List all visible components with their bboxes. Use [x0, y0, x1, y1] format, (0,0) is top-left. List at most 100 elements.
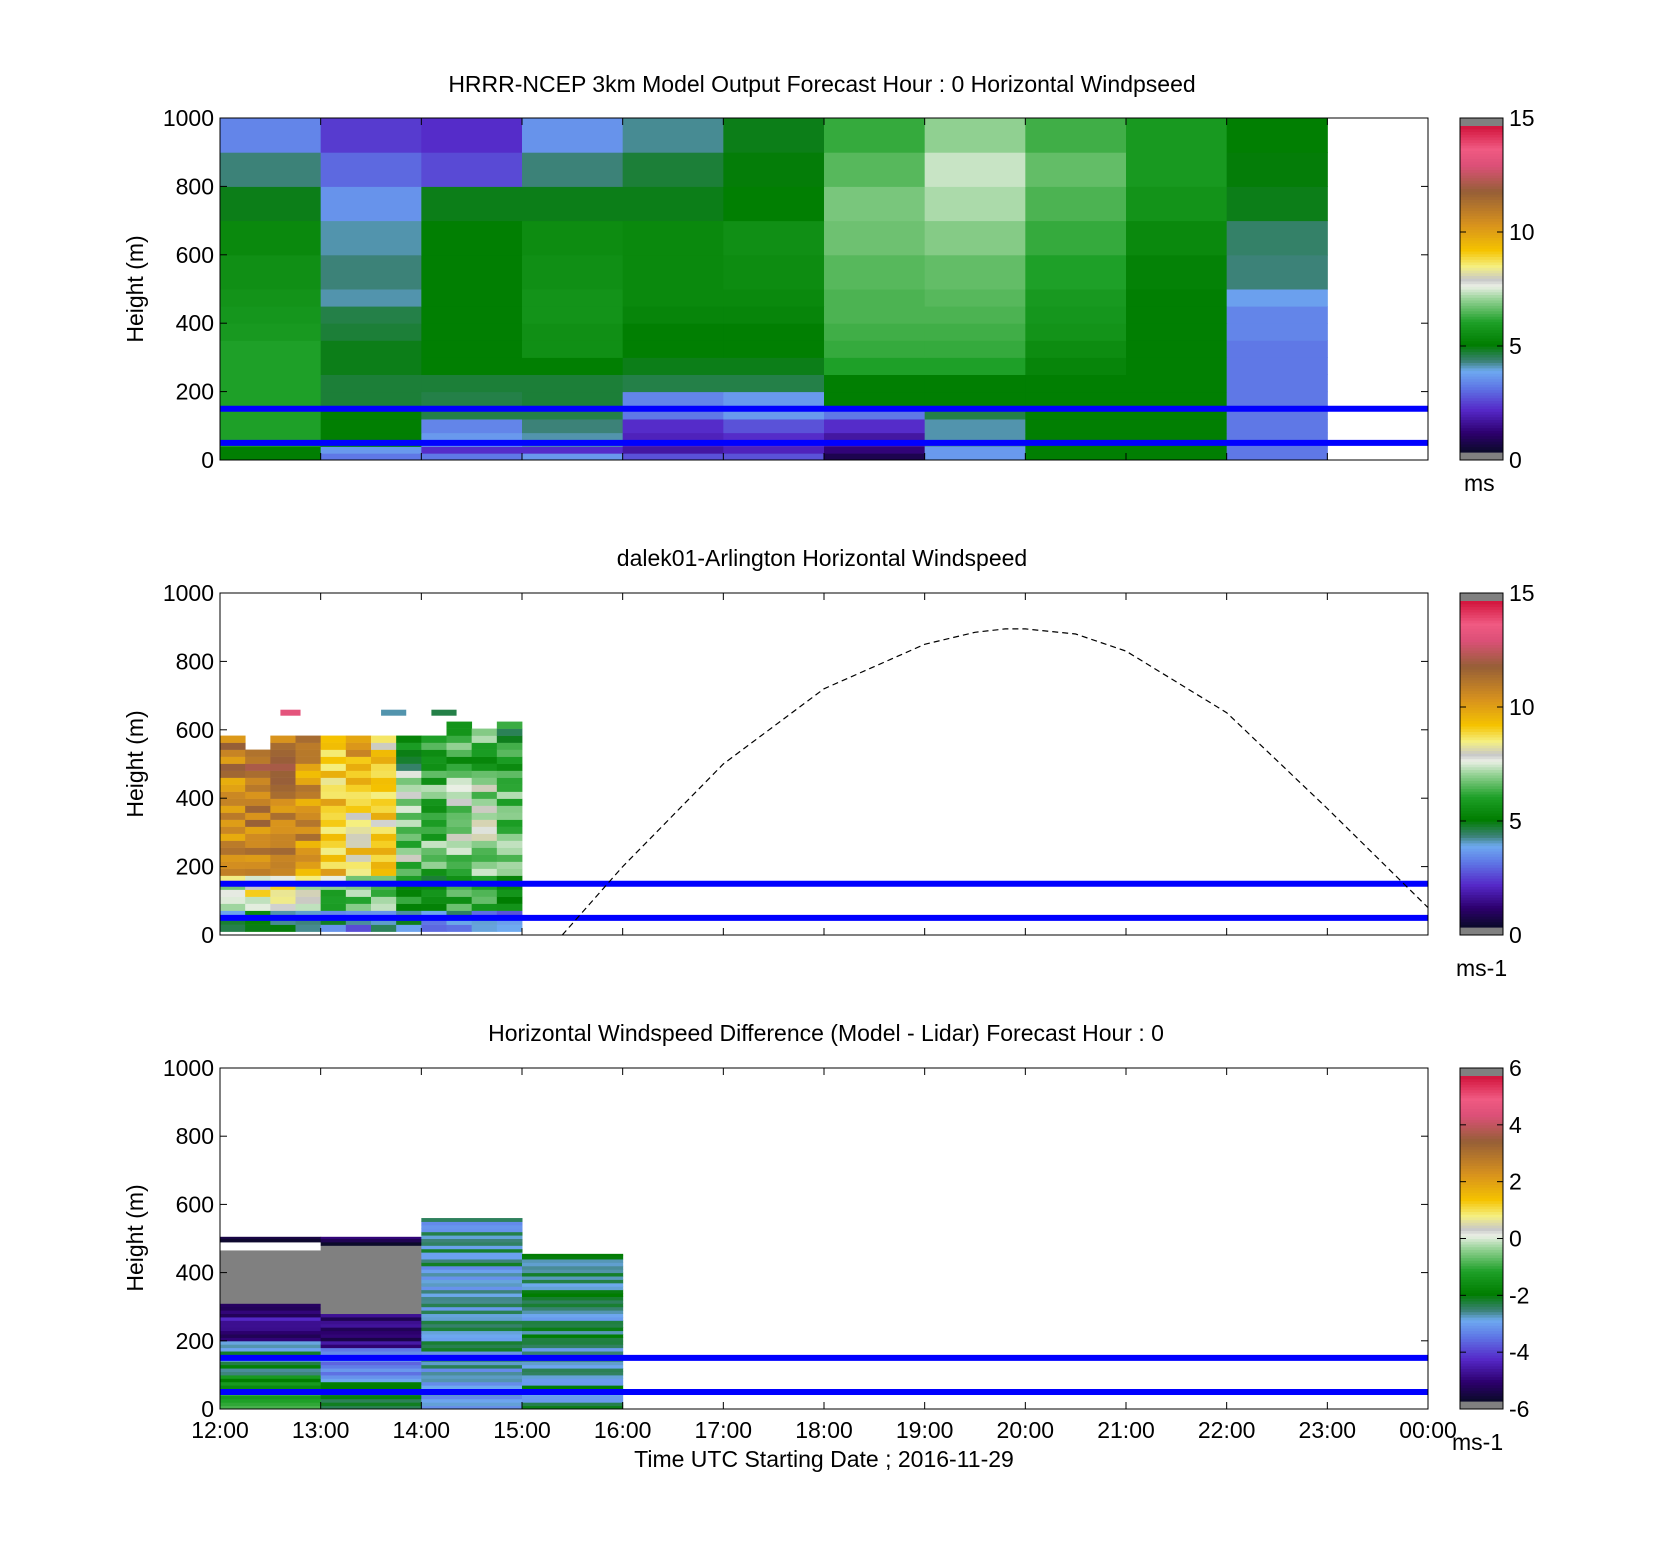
heatmap-cell	[320, 1347, 422, 1352]
heatmap-cell	[1126, 118, 1228, 153]
colorbar-swatch	[1460, 318, 1503, 323]
colorbar-swatch	[1460, 660, 1503, 665]
x-ticks	[219, 118, 1429, 460]
heatmap-cell	[471, 861, 498, 869]
colorbar-swatch	[1460, 804, 1503, 809]
heatmap-cell	[396, 833, 422, 841]
colorbar-swatch	[1460, 910, 1503, 915]
colorbar-swatch	[1460, 164, 1503, 168]
heatmap-cell	[245, 910, 271, 918]
heatmap-cell	[220, 1368, 322, 1372]
heatmap-cell	[522, 374, 624, 393]
heatmap-cell	[446, 791, 473, 799]
heatmap-cell	[421, 418, 523, 434]
heatmap-cell	[371, 784, 397, 792]
colorbar-swatch	[1460, 850, 1503, 855]
heatmap-cell	[220, 357, 322, 375]
heatmap-cell	[421, 756, 447, 764]
colorbar-unit: ms-1	[1456, 955, 1507, 981]
heatmap-cell	[723, 289, 825, 307]
colorbar-swatch	[1460, 1338, 1503, 1343]
colorbar-swatch	[1460, 1184, 1503, 1188]
heatmap-cell	[522, 1368, 624, 1372]
colorbar-swatch	[1460, 335, 1503, 339]
colorbar-swatch	[1460, 204, 1503, 209]
heatmap-cell	[295, 742, 322, 750]
heatmap-cell	[824, 323, 926, 341]
colorbar-swatch	[1460, 1189, 1503, 1194]
heatmap-cell	[421, 889, 447, 897]
colorbar-swatch	[1460, 316, 1503, 320]
colorbar-swatch	[1460, 1271, 1503, 1275]
colorbar-swatch	[1460, 682, 1503, 686]
heatmap-cell	[220, 1344, 322, 1349]
heatmap-cell	[496, 826, 523, 834]
heatmap-cell	[270, 763, 296, 771]
heatmap-cell	[496, 917, 523, 925]
colorbar-swatch	[1460, 131, 1503, 135]
heatmap-cell	[320, 1327, 422, 1332]
heatmap-cell	[1126, 418, 1228, 434]
heatmap-cell	[320, 1402, 422, 1407]
heatmap-cell	[924, 323, 1026, 341]
heatmap-cell	[396, 889, 422, 897]
colorbar-swatch	[1460, 147, 1503, 152]
colorbar-swatch	[1460, 690, 1503, 694]
colorbar-swatch	[1460, 826, 1503, 830]
colorbar-swatch	[1460, 1382, 1503, 1386]
heatmap-cell	[421, 826, 447, 834]
heatmap-cell	[522, 323, 624, 341]
colorbar-swatch	[1460, 250, 1503, 255]
heatmap-cell	[320, 1299, 422, 1304]
colorbar-swatch	[1460, 780, 1503, 784]
colorbar-swatch	[1460, 1349, 1503, 1353]
heatmap-cell	[396, 735, 422, 743]
heatmap-cell	[421, 1272, 523, 1277]
colorbar-swatch	[1460, 367, 1503, 372]
heatmap-cell	[371, 791, 397, 799]
heatmap-cell	[320, 118, 422, 153]
colorbar-swatch	[1460, 1249, 1503, 1253]
colorbar-swatch	[1460, 747, 1503, 752]
heatmap-cell	[723, 446, 825, 454]
heatmap-cell	[220, 1381, 322, 1386]
heatmap-cell	[522, 1351, 624, 1355]
heatmap-cell	[522, 1262, 624, 1267]
colorbar-swatch	[1460, 1122, 1503, 1126]
heatmap-cell	[220, 1303, 322, 1308]
heatmap-cell	[270, 917, 296, 925]
heatmap-cell	[421, 1313, 523, 1318]
colorbar-swatch	[1460, 810, 1503, 814]
colorbar-swatch	[1460, 641, 1503, 646]
heatmap-cell	[496, 721, 523, 729]
heatmap-cell	[320, 1313, 422, 1318]
heatmap-cell	[723, 254, 825, 290]
heatmap-cell	[421, 805, 447, 813]
heatmap-cell	[396, 749, 422, 757]
colorbar-swatch	[1460, 1262, 1503, 1267]
heatmap-cell	[471, 735, 498, 743]
colorbar-swatch	[1460, 1108, 1503, 1112]
colorbar-swatch	[1460, 1138, 1503, 1142]
colorbar-swatch	[1460, 886, 1503, 890]
heatmap-cell	[295, 875, 322, 883]
heatmap-cell	[220, 1385, 322, 1390]
heatmap-cell	[371, 924, 397, 932]
colorbar-swatch	[1460, 1116, 1503, 1120]
heatmap-cell	[320, 340, 422, 358]
colorbar-swatch	[1460, 177, 1503, 181]
colorbar-swatch	[1460, 1203, 1503, 1207]
heatmap-cell	[421, 1351, 523, 1355]
colorbar-swatch	[1460, 169, 1503, 173]
heatmap-cell	[396, 770, 422, 778]
heatmap-cell	[220, 840, 246, 848]
colorbar-swatch	[1460, 280, 1503, 285]
colorbar-swatch	[1460, 1100, 1503, 1104]
heatmap-cell	[471, 819, 498, 827]
heatmap-cell	[371, 756, 397, 764]
y-tick-label: 0	[201, 447, 214, 473]
colorbar-swatch	[1460, 188, 1503, 192]
heatmap-cell	[1126, 254, 1228, 290]
heatmap-cell	[421, 1371, 523, 1376]
colorbar-swatch	[1460, 821, 1503, 825]
